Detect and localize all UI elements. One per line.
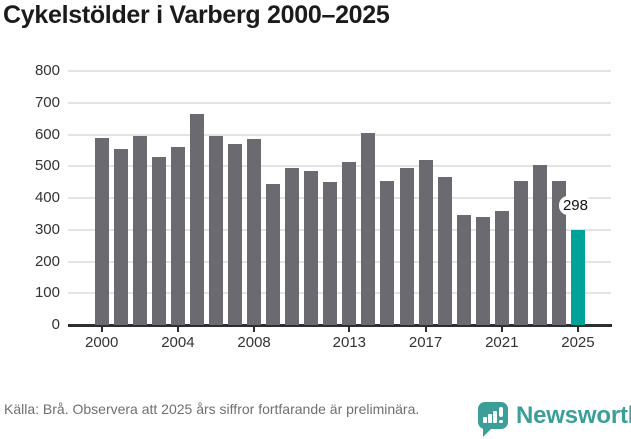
speech-bubble-tail	[483, 428, 492, 437]
value-label-2025: 298	[558, 196, 592, 215]
bar-2010	[285, 167, 300, 325]
x-tick-2021	[500, 327, 503, 332]
x-tick-2004	[176, 327, 179, 332]
x-tick-2013	[348, 327, 351, 332]
x-axis-label-2013: 2013	[332, 334, 367, 351]
newsworthy-logo-icon	[478, 402, 508, 438]
bar-2009	[266, 183, 281, 325]
bar-2007	[228, 144, 243, 325]
x-axis-line	[68, 324, 612, 327]
gridline-600	[68, 133, 611, 136]
x-axis-label-2025: 2025	[561, 334, 595, 351]
bar-2008	[247, 139, 262, 325]
y-axis-label-0: 0	[51, 316, 60, 333]
bar-2003	[151, 156, 166, 325]
logo-exclamation-dot	[499, 420, 503, 423]
bar-2002	[132, 136, 147, 325]
speech-bubble-icon	[478, 402, 508, 429]
x-axis-label-2008: 2008	[237, 334, 271, 351]
bar-2005	[189, 113, 204, 325]
gridline-200	[68, 260, 611, 263]
y-axis-label-300: 300	[34, 220, 60, 238]
bar-2022	[513, 180, 528, 325]
bar-2012	[323, 182, 338, 325]
gridline-100	[68, 292, 611, 295]
gridline-800	[68, 70, 611, 72]
logo-bar-small	[483, 417, 487, 423]
bar-2013	[342, 161, 357, 325]
bar-2014	[361, 132, 376, 325]
bar-2000	[94, 137, 109, 325]
y-axis-label-700: 700	[34, 93, 60, 111]
x-tick-2017	[424, 327, 427, 332]
bar-2024	[551, 180, 566, 325]
y-axis-label-800: 800	[34, 62, 60, 79]
y-axis-label-100: 100	[34, 284, 60, 302]
x-tick-2000	[100, 327, 103, 332]
bar-2023	[532, 164, 547, 325]
bar-2001	[113, 148, 128, 325]
bar-2025	[570, 230, 585, 325]
y-axis-label-600: 600	[34, 125, 60, 143]
source-note: Källa: Brå. Observera att 2025 års siffr…	[4, 401, 420, 417]
gridline-400	[68, 197, 611, 199]
bar-2020	[475, 217, 490, 325]
bar-2021	[494, 210, 509, 325]
bar-2006	[209, 136, 223, 325]
bar-2019	[456, 215, 471, 325]
gridline-700	[68, 101, 611, 104]
gridline-500	[68, 165, 611, 168]
chart-title: Cykelstölder i Varberg 2000–2025	[3, 1, 390, 29]
x-tick-2008	[253, 327, 256, 332]
logo-bar-tall	[493, 411, 497, 423]
bar-2018	[437, 177, 452, 325]
newsworthy-logo: Newsworthy	[478, 401, 631, 439]
x-tick-2025	[576, 327, 579, 332]
plot-area: 2000 2004 2008 2013 2017 2021 2025 298	[68, 70, 612, 351]
bar-2011	[304, 171, 319, 325]
bar-2017	[418, 159, 433, 325]
x-axis-label-2017: 2017	[408, 334, 443, 351]
gridline-300	[68, 228, 611, 231]
bar-2015	[380, 180, 395, 325]
x-axis-label-2000: 2000	[85, 334, 119, 351]
x-axis-label-2021: 2021	[485, 334, 519, 351]
brand-name: Newsworthy	[516, 402, 631, 429]
y-axis-label-200: 200	[34, 252, 60, 270]
y-axis-label-400: 400	[34, 189, 60, 206]
y-axis-label-500: 500	[34, 157, 60, 175]
logo-exclamation-mark	[499, 407, 503, 417]
bar-2016	[399, 167, 414, 325]
logo-bar-medium	[488, 414, 492, 423]
x-axis-label-2004: 2004	[161, 334, 195, 351]
bar-2004	[170, 147, 185, 325]
